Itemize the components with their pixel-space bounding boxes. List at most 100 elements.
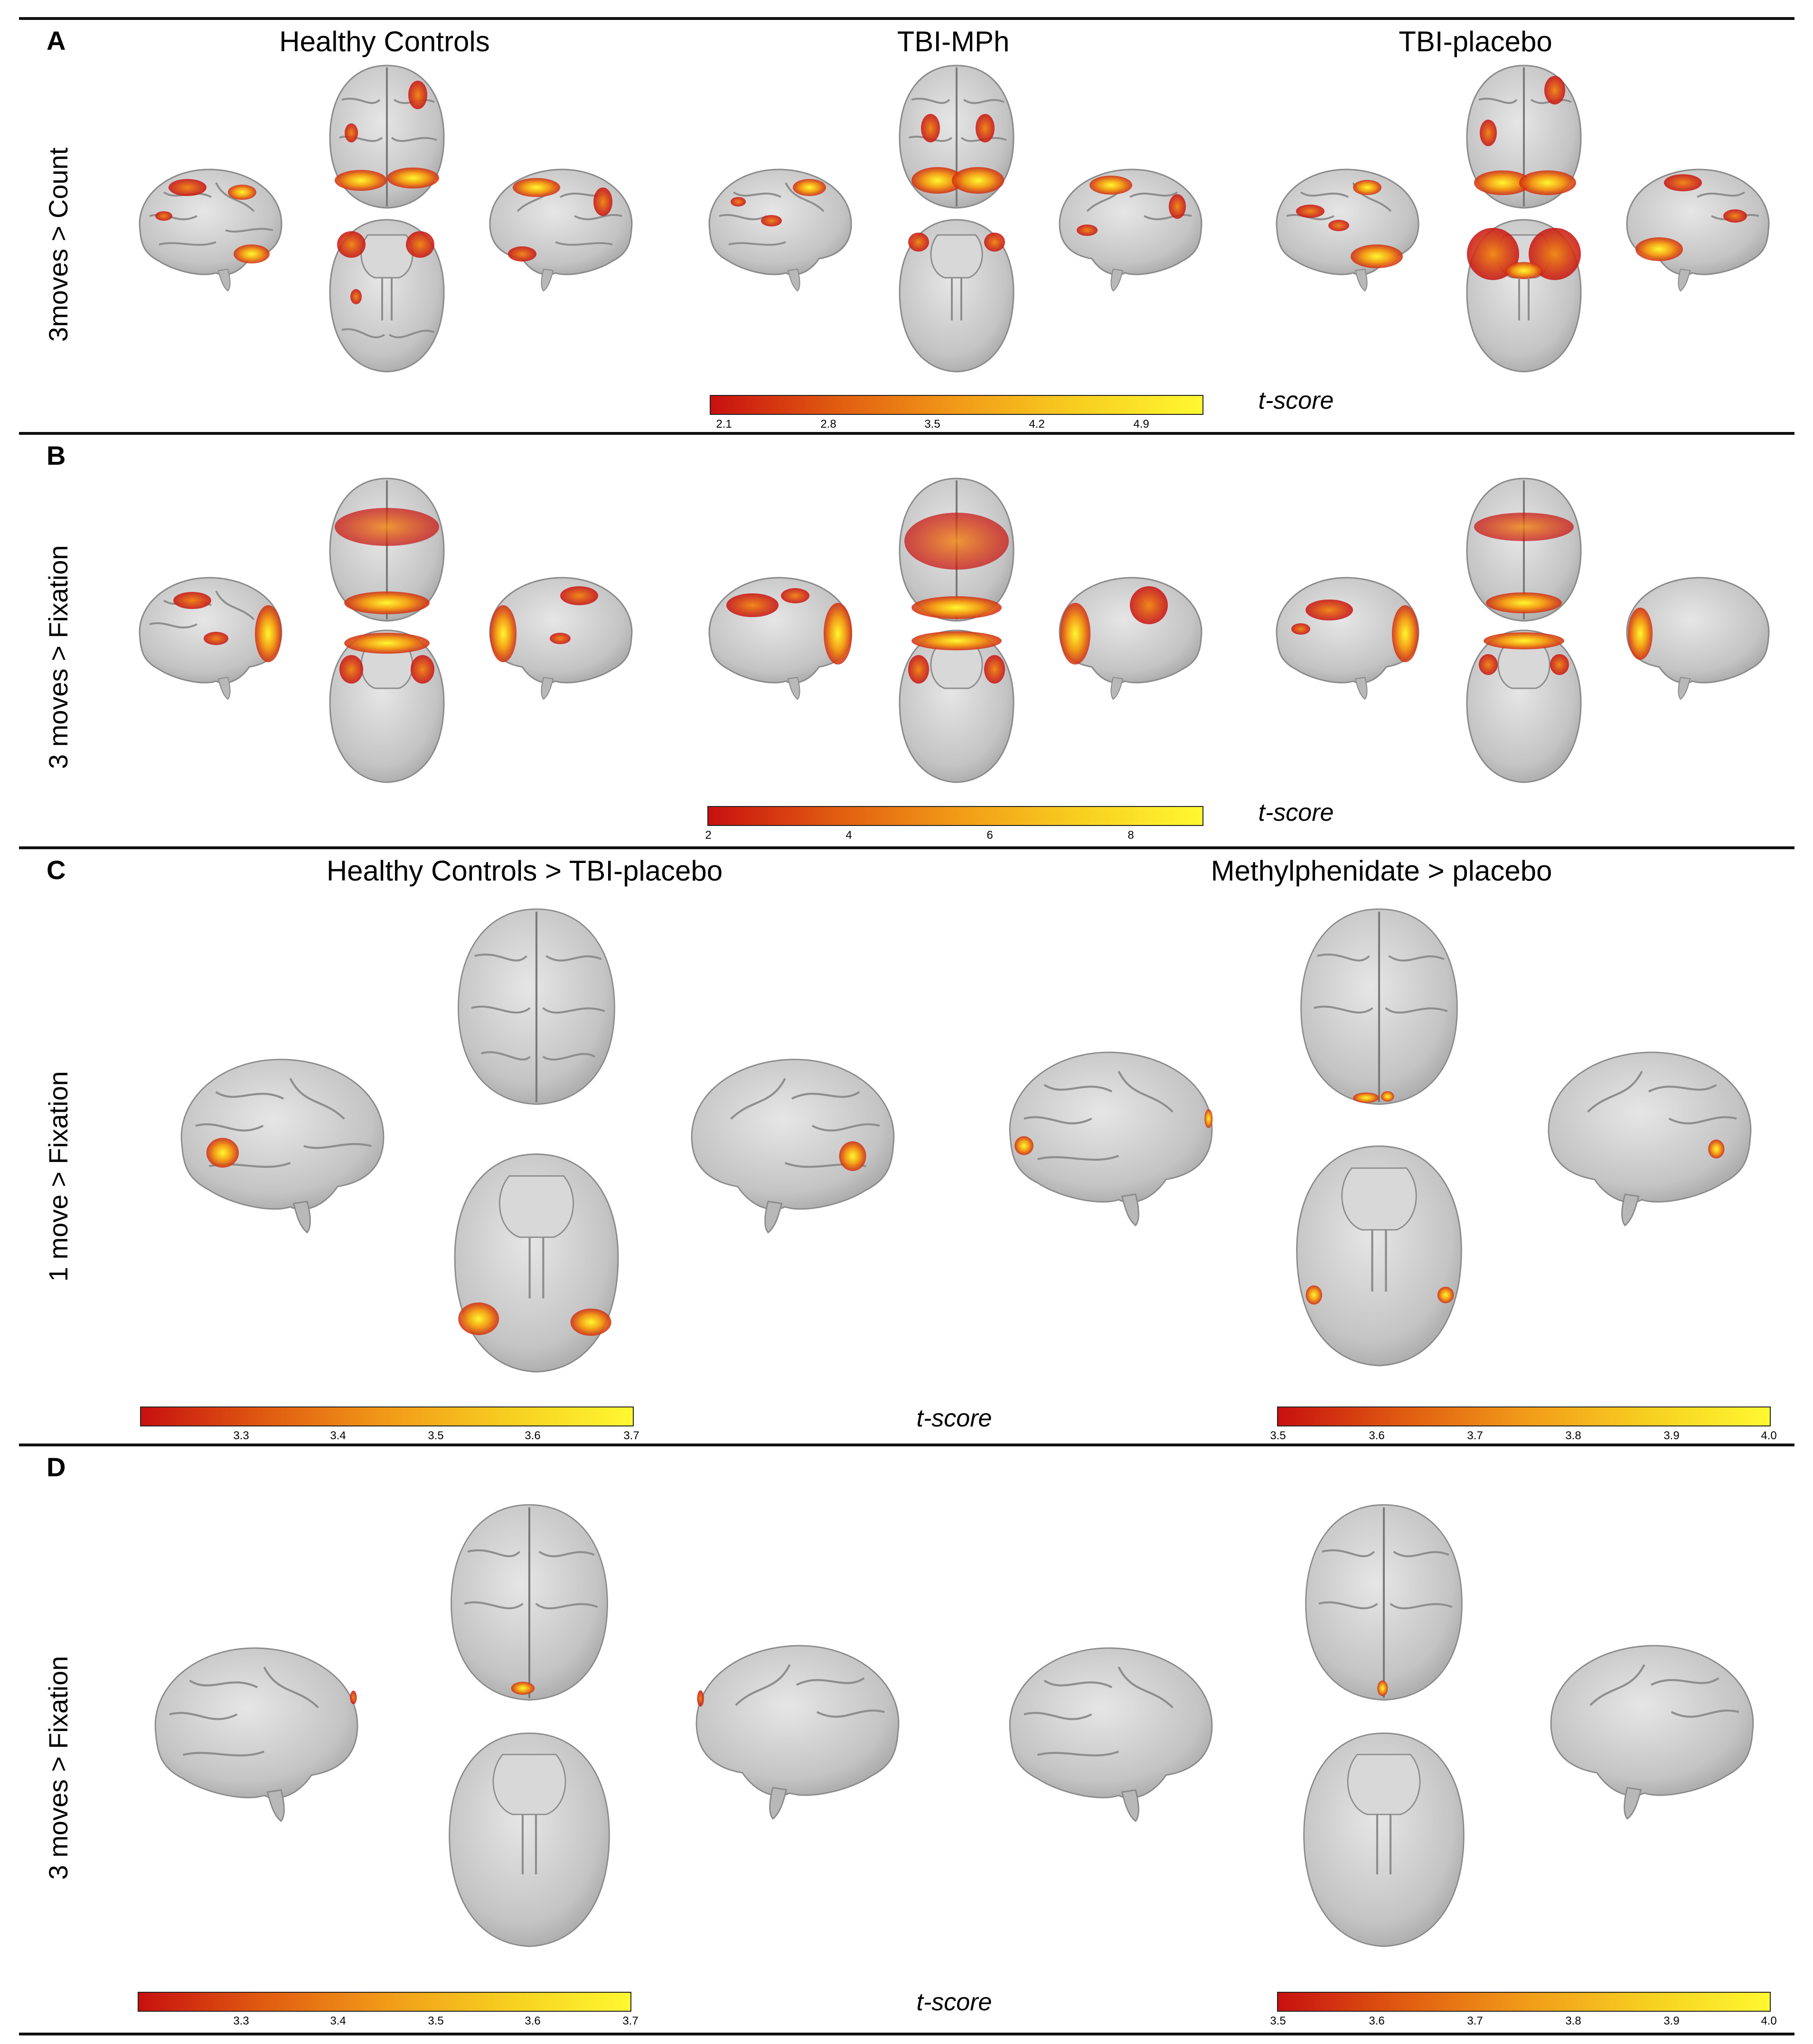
colorbar-c-right-tick: 3.7	[1467, 1429, 1483, 1442]
colorbar-d-right-tick: 3.8	[1565, 2015, 1581, 2027]
panel-label-b: B	[47, 441, 66, 470]
brain-ventral	[1466, 629, 1582, 783]
colorbar-a	[710, 395, 1203, 415]
brain-ventral	[1466, 219, 1582, 373]
colorbar-d-right-tick: 4.0	[1761, 2015, 1777, 2027]
divider-bottom	[19, 2033, 1794, 2035]
divider-top	[19, 17, 1794, 20]
colorbar-d-left-tick: 3.5	[428, 2015, 444, 2027]
colorbar-d-left	[138, 1992, 631, 2012]
brain-ventral	[449, 1732, 610, 1947]
brain-lateral-left	[708, 577, 852, 700]
divider-bc	[19, 846, 1794, 849]
column-title-tbi-placebo: TBI-placebo	[1399, 26, 1552, 57]
brain-dorsal	[1305, 1504, 1463, 1701]
brain-dorsal	[899, 478, 1015, 622]
column-title-mph-vs-placebo: Methylphenidate > placebo	[1211, 855, 1552, 887]
colorbar-d-left-tick: 3.3	[233, 2015, 249, 2027]
brain-lateral-left	[1276, 577, 1419, 700]
brain-ventral	[329, 629, 445, 783]
colorbar-d-right-tick: 3.6	[1369, 2015, 1385, 2027]
brain-lateral-right	[1550, 1645, 1754, 1820]
divider-ab	[19, 432, 1794, 435]
row-label-c: 1 move > Fixation	[43, 1071, 73, 1282]
brain-lateral-left	[154, 1647, 358, 1822]
brain-lateral-left	[139, 577, 282, 700]
colorbar-c-right-tick: 3.6	[1369, 1429, 1385, 1442]
brain-lateral-right	[695, 1645, 900, 1820]
colorbar-d-left-tick: 3.6	[525, 2015, 541, 2027]
colorbar-b-tick: 6	[986, 829, 993, 842]
brain-ventral	[1303, 1732, 1465, 1947]
colorbar-c-axis-label: t-score	[916, 1405, 992, 1432]
colorbar-c-right-tick: 3.9	[1663, 1429, 1680, 1442]
colorbar-b	[707, 806, 1203, 826]
colorbar-b-tick: 2	[705, 829, 712, 842]
colorbar-b-axis-label: t-score	[1258, 799, 1334, 826]
brain-dorsal	[329, 65, 445, 209]
brain-lateral-right	[1626, 577, 1770, 700]
brain-ventral	[899, 629, 1015, 783]
brain-ventral	[899, 219, 1015, 373]
divider-cd	[19, 1444, 1794, 1446]
colorbar-c-right-tick: 3.8	[1565, 1429, 1581, 1442]
colorbar-c-left-tick: 3.4	[330, 1429, 346, 1442]
brain-dorsal	[1466, 65, 1582, 209]
brain-lateral-left	[1276, 169, 1419, 292]
brain-ventral	[329, 219, 445, 373]
brain-lateral-right	[691, 1059, 895, 1234]
brain-lateral-left	[180, 1059, 385, 1234]
colorbar-c-left-tick: 3.6	[525, 1429, 541, 1442]
colorbar-c-left-tick: 3.7	[623, 1429, 639, 1442]
brain-ventral	[454, 1153, 619, 1373]
colorbar-d-left-tick: 3.7	[622, 2015, 639, 2027]
brain-dorsal	[1300, 908, 1458, 1105]
colorbar-d-axis-label: t-score	[916, 1988, 992, 2016]
brain-lateral-left	[1009, 1051, 1213, 1227]
colorbar-d-right-tick: 3.5	[1270, 2015, 1286, 2027]
brain-lateral-right	[489, 169, 633, 292]
brain-dorsal	[329, 478, 445, 622]
colorbar-d-right	[1277, 1992, 1771, 2012]
panel-label-c: C	[47, 855, 66, 885]
brain-dorsal	[899, 65, 1015, 209]
brain-lateral-right	[1059, 577, 1202, 700]
colorbar-a-tick: 3.5	[924, 418, 940, 431]
column-title-tbi-mph: TBI-MPh	[897, 26, 1010, 57]
panel-label-a: A	[47, 26, 66, 56]
brain-lateral-right	[1059, 169, 1202, 292]
brain-lateral-left	[139, 169, 282, 292]
colorbar-d-right-tick: 3.9	[1663, 2015, 1680, 2027]
colorbar-c-right	[1277, 1406, 1771, 1426]
brain-lateral-left	[1009, 1647, 1213, 1822]
colorbar-d-left-tick: 3.4	[330, 2015, 346, 2027]
colorbar-c-right-tick: 3.5	[1270, 1429, 1286, 1442]
colorbar-a-tick: 4.2	[1029, 418, 1045, 431]
brain-lateral-left	[708, 169, 852, 292]
row-label-a: 3moves > Count	[43, 147, 73, 342]
colorbar-b-tick: 4	[845, 829, 852, 842]
colorbar-c-left-tick: 3.5	[428, 1429, 444, 1442]
brain-ventral	[1296, 1145, 1462, 1367]
row-label-d: 3 moves > Fixation	[43, 1656, 73, 1880]
colorbar-a-tick: 2.8	[820, 418, 836, 431]
colorbar-a-axis-label: t-score	[1258, 387, 1334, 414]
colorbar-c-left	[140, 1406, 634, 1426]
column-title-healthy-controls: Healthy Controls	[279, 26, 490, 57]
colorbar-b-tick: 8	[1127, 829, 1134, 842]
row-label-b: 3 moves > Fixation	[43, 545, 73, 769]
panel-label-d: D	[47, 1452, 66, 1482]
column-title-hc-vs-tbi-placebo: Healthy Controls > TBI-placebo	[326, 855, 723, 887]
brain-dorsal	[1466, 478, 1582, 622]
brain-dorsal	[458, 908, 615, 1105]
colorbar-c-left-tick: 3.3	[233, 1429, 249, 1442]
colorbar-a-tick: 4.9	[1133, 418, 1149, 431]
brain-dorsal	[451, 1504, 608, 1701]
brain-lateral-right	[1548, 1051, 1752, 1227]
colorbar-a-tick: 2.1	[716, 418, 732, 431]
colorbar-d-right-tick: 3.7	[1467, 2015, 1483, 2027]
colorbar-c-right-tick: 4.0	[1761, 1429, 1777, 1442]
brain-lateral-right	[1626, 169, 1770, 292]
brain-lateral-right	[489, 577, 633, 700]
